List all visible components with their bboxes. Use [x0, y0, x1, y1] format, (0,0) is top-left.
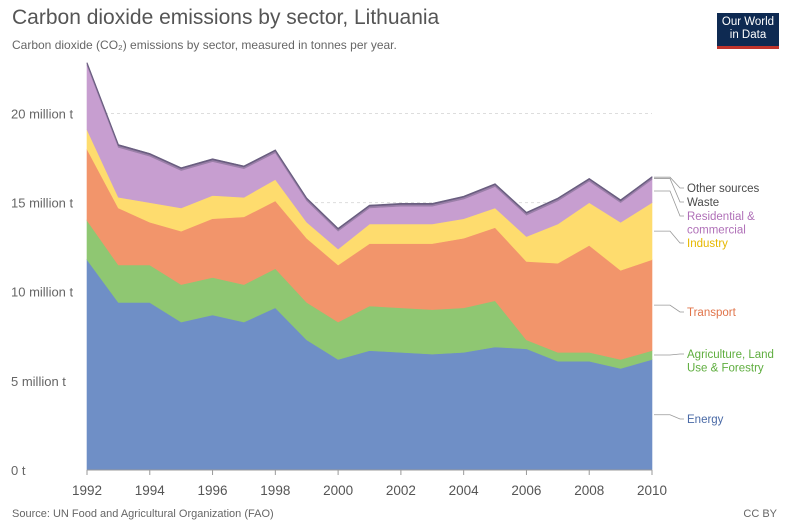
x-tick-label: 2000	[323, 483, 353, 498]
x-tick-label: 1992	[72, 483, 102, 498]
x-tick-label: 1996	[198, 483, 228, 498]
x-tick-label: 2004	[449, 483, 480, 498]
legend-label-residential: Residential &	[687, 211, 755, 223]
y-tick-label: 5 million t	[11, 374, 66, 389]
owid-logo[interactable]: Our World in Data	[717, 13, 779, 49]
x-tick-label: 2008	[574, 483, 604, 498]
y-tick-label: 15 million t	[11, 196, 74, 211]
source-note[interactable]: Source: UN Food and Agricultural Organiz…	[12, 508, 274, 520]
legend-leader-waste	[654, 178, 684, 203]
legend-label-waste: Waste	[687, 197, 719, 209]
y-tick-label: 10 million t	[11, 285, 74, 300]
x-tick-label: 2002	[386, 483, 416, 498]
y-tick-label: 0 t	[11, 463, 26, 478]
total-outline	[86, 62, 653, 230]
legend-label-transport: Transport	[687, 307, 737, 319]
x-tick-label: 2010	[637, 483, 667, 498]
y-tick-label: 20 million t	[11, 106, 74, 121]
legend-label-energy: Energy	[687, 414, 724, 426]
x-tick-label: 1998	[260, 483, 290, 498]
legend-leader-other	[654, 176, 684, 189]
chart-subtitle: Carbon dioxide (CO₂) emissions by sector…	[12, 38, 397, 52]
license-link[interactable]: CC BY	[743, 508, 777, 520]
logo-line-1: Our World	[721, 16, 775, 28]
legend-label-industry: Industry	[687, 238, 728, 250]
legend-leader-residential	[654, 190, 684, 217]
logo-line-2: in Data	[729, 29, 767, 41]
legend-label-agriculture: Agriculture, Land	[687, 349, 774, 361]
legend-label-agriculture: Use & Forestry	[687, 363, 764, 375]
chart-title: Carbon dioxide emissions by sector, Lith…	[12, 6, 440, 29]
legend-leader-transport	[654, 304, 684, 313]
x-tick-label: 2006	[511, 483, 541, 498]
legend-label-other: Other sources	[687, 183, 759, 195]
legend-leader-energy	[654, 414, 684, 420]
legend-label-residential: commercial	[687, 225, 746, 237]
legend-leader-agriculture	[654, 353, 684, 356]
x-tick-label: 1994	[135, 483, 166, 498]
legend-leader-industry	[654, 230, 684, 244]
